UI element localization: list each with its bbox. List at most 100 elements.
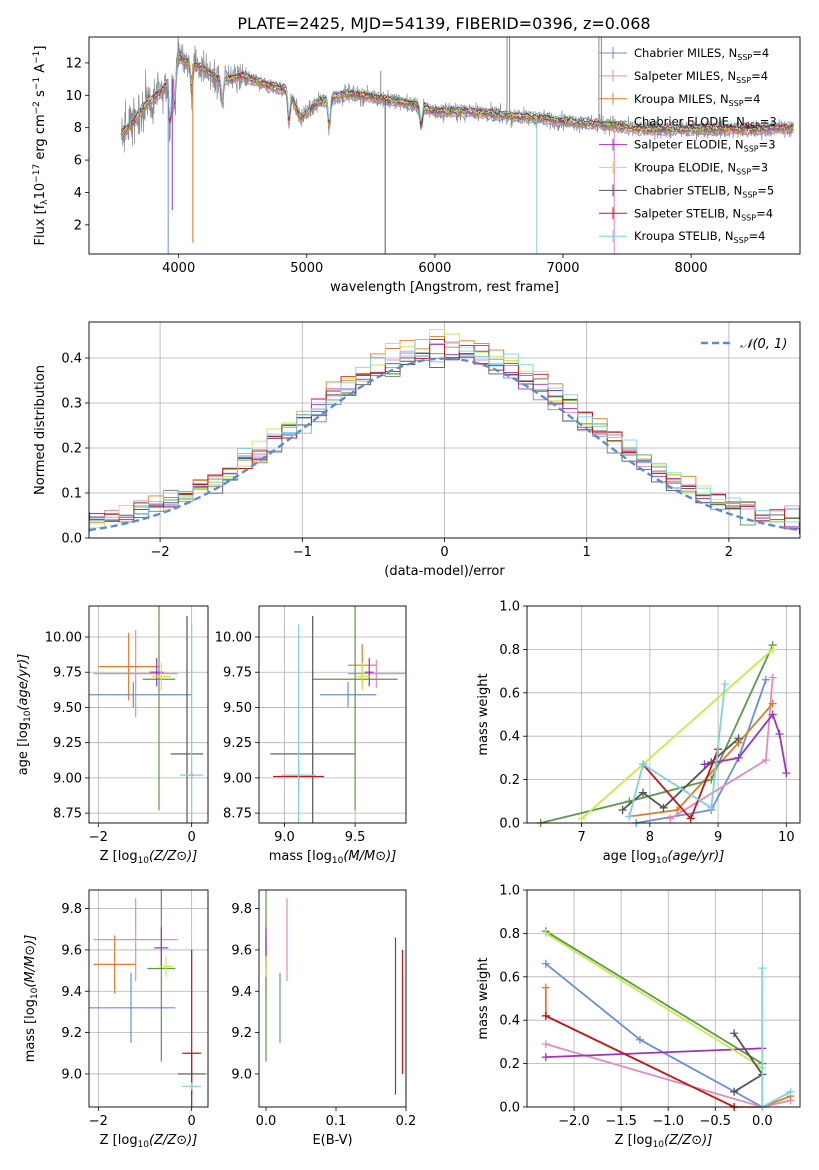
histogram-plot: [89, 329, 800, 534]
x-tick-label: 2: [725, 545, 733, 560]
y-tick-label: 0.2: [499, 773, 520, 788]
marker-kroupa_elodie: [577, 814, 586, 823]
x-axis-label: E(B-V): [312, 1133, 352, 1148]
y-tick-label: 9.6: [61, 943, 82, 958]
x-tick-label: 8000: [675, 261, 708, 276]
y-tick-label: 9.25: [223, 736, 252, 751]
x-tick-label: 7000: [546, 261, 579, 276]
x-tick-label: 9.5: [345, 830, 366, 845]
legend: Chabrier MILES, NSSP=4 Salpeter MILES, NS…: [599, 46, 777, 245]
marker-salpeter_elodie: [775, 730, 784, 739]
y-tick-label: 8: [74, 121, 82, 136]
marker-chabrier_miles: [635, 1035, 644, 1044]
x-tick-label: −1: [293, 545, 312, 560]
y-tick-label: 0.2: [499, 1057, 520, 1072]
x-tick-label: 9.0: [274, 830, 295, 845]
marker-salpeter_miles: [541, 1040, 550, 1049]
legend-entry: Chabrier ELODIE, NSSP=3: [634, 115, 777, 131]
y-tick-label: 9.00: [223, 771, 252, 786]
y-tick-label: 0.8: [499, 927, 520, 942]
series-chabrier_stelib: [733, 1032, 764, 1093]
x-axis-label: age [log10(age/yr)]: [603, 849, 725, 866]
y-tick-label: 9.0: [231, 1067, 252, 1082]
x-tick-label: 10: [778, 830, 795, 845]
marker-chabrier_miles: [761, 675, 770, 684]
marker-kroupa_stelib: [786, 1087, 795, 1096]
line-plot: [536, 641, 791, 827]
marker-kroupa_miles: [768, 699, 777, 708]
series-chabrier_miles: [545, 963, 763, 1108]
y-tick-label: 9.4: [231, 985, 252, 1000]
x-tick-label: 0.2: [396, 1114, 417, 1129]
axes-frame: [88, 889, 209, 1108]
y-tick-label: 9.25: [53, 736, 82, 751]
y-axis-label: age [log10(age/yr)]: [16, 654, 33, 776]
marker-salpeter_stelib: [686, 814, 695, 823]
marker-salpeter_elodie: [734, 753, 743, 762]
marker-salpeter_elodie: [768, 710, 777, 719]
y-tick-label: 1.0: [499, 884, 520, 899]
y-tick-label: 0.2: [61, 442, 82, 457]
y-tick-label: 9.50: [223, 701, 252, 716]
y-tick-label: 10: [65, 89, 82, 104]
x-axis-label: mass [log10(M/M⊙)]: [269, 849, 397, 866]
y-tick-label: 9.8: [231, 902, 252, 917]
y-axis-label: mass [log10(M/M⊙)]: [23, 935, 40, 1063]
y-tick-label: 0.3: [61, 397, 82, 412]
y-tick-label: 9.0: [61, 1067, 82, 1082]
y-tick-label: 9.4: [61, 985, 82, 1000]
y-tick-label: 10.00: [215, 631, 252, 646]
axes-frame: [526, 605, 801, 824]
y-tick-label: 4: [74, 186, 82, 201]
normal-curve: [89, 357, 800, 532]
axes-mass-weight-vs-age: 7 8 9 10 0.0 0.2 0.4 0.6 0.8 1.0: [499, 600, 800, 845]
x-tick-label: −1.0: [652, 1114, 684, 1129]
marker-chabrier_stelib: [734, 734, 743, 743]
y-tick-label: 6: [74, 154, 82, 169]
axes-frame: [258, 605, 407, 824]
y-tick-label: 9.8: [61, 902, 82, 917]
x-tick-label: −2: [89, 1114, 108, 1129]
y-tick-label: 0.4: [499, 730, 520, 745]
axes-residual-distribution: −2 −1 0 1 2 0.0 0.1 0.2 0.3 0.4: [61, 322, 800, 560]
x-axis-label: (data-model)/error: [384, 564, 505, 579]
histogram-salpeter_stelib: [89, 339, 800, 534]
series-salpeter_miles: [669, 677, 774, 820]
marker-chabrier_stelib: [730, 1029, 739, 1038]
y-tick-label: 9.00: [53, 771, 82, 786]
model-spectrum-salpeter_stelib: [120, 51, 794, 131]
marker-kroupa_elodie: [541, 929, 550, 938]
marker-salpeter_miles: [761, 756, 770, 765]
errorbar-plot: [265, 890, 406, 1095]
x-axis-label: wavelength [Angstrom, rest frame]: [330, 280, 559, 295]
x-tick-label: 0: [440, 545, 448, 560]
x-tick-label: 9: [714, 830, 722, 845]
x-tick-label: −2: [89, 830, 108, 845]
marker-kroupa_miles: [541, 983, 550, 992]
histogram-kroupa_stelib: [89, 339, 800, 526]
y-axis-label: Normed distribution: [33, 365, 48, 495]
x-axis-label: Z [log10(Z/Z⊙)]: [100, 849, 198, 866]
marker-kroupa_elodie: [768, 645, 777, 654]
series-kroupa_stelib: [761, 968, 792, 1109]
errorbar-plot: [89, 890, 206, 1107]
legend-entry: Salpeter ELODIE, NSSP=3: [634, 138, 776, 154]
y-axis-label: Flux [fλ10−17 erg cm−2 s−1 A−1]: [32, 46, 50, 246]
marker-salpeter_elodie: [700, 760, 709, 769]
y-tick-label: 0.0: [499, 1101, 520, 1116]
spectrum-plot: [120, 37, 794, 254]
x-axis-label: Z [log10(Z/Z⊙)]: [615, 1133, 713, 1150]
errorbar-plot: [270, 606, 405, 823]
axes-frame: [258, 889, 407, 1108]
marker-kroupa_stelib: [758, 964, 767, 973]
x-tick-label: 0.0: [752, 1114, 773, 1129]
figure-title: PLATE=2425, MJD=54139, FIBERID=0396, z=0…: [237, 14, 650, 33]
series-salpeter_stelib: [642, 748, 719, 821]
model-spectrum-chabrier_stelib: [120, 53, 794, 133]
marker-kroupa_stelib: [720, 680, 729, 689]
axes-frame: [526, 889, 801, 1108]
y-tick-label: 2: [74, 218, 82, 233]
marker-kroupa_miles: [673, 805, 682, 814]
x-tick-label: −2: [151, 545, 170, 560]
